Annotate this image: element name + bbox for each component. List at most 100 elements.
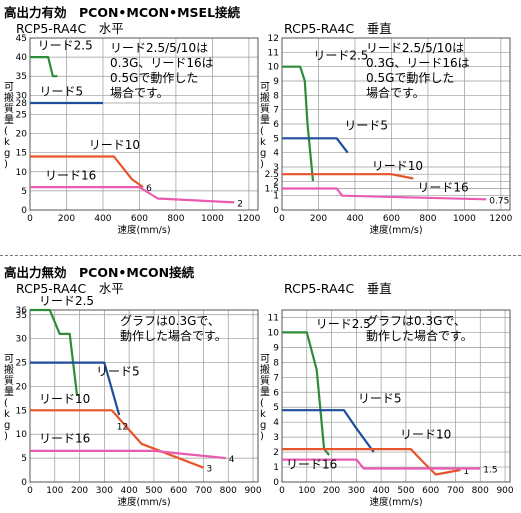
- series-end-label: 0.75: [489, 196, 509, 206]
- y-tick-label: 7: [273, 106, 279, 116]
- y-axis-label-char: (: [260, 398, 264, 409]
- series-line: [282, 458, 481, 470]
- y-axis-label-char: 質: [260, 374, 270, 387]
- y-axis-label-char: 搬: [260, 91, 270, 104]
- y-tick-label: 1: [273, 463, 279, 473]
- y-axis-label-char: 量: [260, 386, 270, 398]
- x-tick-label: 400: [94, 214, 111, 224]
- x-tick-label: 0: [27, 486, 33, 496]
- chart-title: RCP5-RA4C 垂直: [284, 21, 392, 36]
- series-line: [282, 331, 330, 456]
- series-label: リード5: [358, 392, 402, 406]
- y-tick-label: 30: [16, 91, 28, 101]
- x-tick-label: 0: [279, 214, 285, 224]
- x-tick-label: 400: [373, 486, 390, 496]
- x-tick-label: 600: [383, 214, 400, 224]
- y-axis-label-char: (: [4, 398, 8, 409]
- y-axis-label-char: 可: [260, 354, 270, 365]
- chart-note-line: 場合です。: [366, 85, 425, 100]
- y-axis-label-char: ): [4, 159, 8, 170]
- section-divider: [0, 255, 521, 256]
- series-line: [30, 449, 226, 460]
- y-axis-label-char: 質: [4, 102, 14, 115]
- y-tick-label: 15: [16, 149, 27, 159]
- series-label: リード5: [96, 364, 140, 378]
- y-axis-label-char: 質: [260, 102, 270, 115]
- series-label: リード2.5: [316, 317, 371, 331]
- y-tick-label: 5: [21, 454, 27, 464]
- y-axis-label-char: g: [4, 420, 10, 431]
- series-end-label: 3: [206, 465, 212, 475]
- y-tick-label: 5: [273, 134, 279, 144]
- y-axis-label-char: g: [260, 420, 266, 431]
- y-tick-label: 6: [273, 120, 279, 130]
- y-axis-label-char: ): [260, 159, 264, 170]
- chart-title: RCP5-RA4C 水平: [16, 21, 124, 36]
- section-title-high-output-enabled: 高出力有効 PCON•MCON•MSEL接続: [4, 5, 241, 20]
- y-tick-label: 11: [268, 48, 279, 58]
- x-tick-label: 1000: [201, 214, 224, 224]
- y-tick-label: 10: [268, 63, 280, 73]
- y-axis-label-char: k: [260, 137, 266, 148]
- y-tick-label: 40: [16, 53, 28, 63]
- series-label: リード10: [89, 138, 140, 152]
- series-line: [30, 55, 58, 78]
- y-axis-label-char: 質: [4, 374, 14, 387]
- y-axis-label-char: (: [260, 126, 264, 137]
- series-line: [30, 308, 79, 397]
- x-axis-label: 速度(mm/s): [117, 496, 170, 508]
- y-tick-label: 1: [273, 192, 279, 202]
- y-tick-label: 10: [16, 430, 28, 440]
- x-tick-label: 500: [145, 486, 162, 496]
- x-tick-label: 800: [419, 214, 436, 224]
- x-tick-label: 900: [496, 486, 513, 496]
- series-line: [282, 409, 375, 453]
- x-axis-label: 速度(mm/s): [117, 224, 170, 236]
- x-tick-label: 400: [121, 486, 138, 496]
- extra-data-label: 12: [117, 422, 128, 432]
- y-tick-label: 0: [273, 206, 279, 216]
- chart-note-line: 動作した場合です。: [120, 328, 227, 343]
- y-axis-label-char: g: [260, 148, 266, 159]
- y-axis-label-char: 搬: [260, 363, 270, 376]
- x-tick-label: 600: [422, 486, 439, 496]
- chart-note-line: リード2.5/5/10は: [366, 41, 464, 55]
- y-tick-label: 35: [16, 72, 27, 82]
- section-title-high-output-disabled: 高出力無効 PCON•MCON接続: [4, 265, 195, 280]
- x-axis-label: 速度(mm/s): [369, 224, 422, 236]
- series-label: リード16: [45, 168, 96, 182]
- y-tick-label: 2: [273, 177, 279, 187]
- y-tick-label: 4: [273, 149, 279, 159]
- x-tick-label: 900: [244, 486, 261, 496]
- x-tick-label: 800: [220, 486, 237, 496]
- y-tick-label: 8: [273, 91, 279, 101]
- chart-note-line: 動作した場合です。: [366, 328, 473, 343]
- series-label: リード16: [39, 431, 90, 445]
- series-line: [282, 448, 461, 476]
- series-label: リード10: [400, 428, 451, 442]
- y-tick-label: 5: [273, 403, 279, 413]
- y-tick-label: 1.5: [265, 185, 279, 195]
- x-tick-label: 500: [397, 486, 414, 496]
- x-tick-label: 200: [310, 214, 327, 224]
- y-tick-label: 28: [16, 99, 28, 109]
- y-axis-label-char: 可: [4, 354, 14, 365]
- y-axis-label-char: 搬: [4, 363, 14, 376]
- y-axis-label-char: 搬: [4, 91, 14, 104]
- y-tick-label: 15: [16, 406, 27, 416]
- x-tick-label: 1000: [453, 214, 476, 224]
- series-end-label: 6: [146, 184, 152, 194]
- y-tick-label: 2: [273, 448, 279, 458]
- x-tick-label: 300: [96, 486, 113, 496]
- chart-note-line: 0.5Gで動作した: [366, 71, 454, 85]
- series-line: [30, 155, 144, 189]
- y-tick-label: 11: [268, 313, 279, 323]
- series-label: リード5: [344, 119, 388, 133]
- y-tick-label: 3: [273, 433, 279, 443]
- series-label: リード16: [417, 180, 468, 194]
- x-tick-label: 0: [27, 214, 33, 224]
- series-label: リード2.5: [38, 38, 93, 52]
- series-end-label: 4: [229, 455, 235, 465]
- chart-title: RCP5-RA4C 水平: [16, 281, 124, 296]
